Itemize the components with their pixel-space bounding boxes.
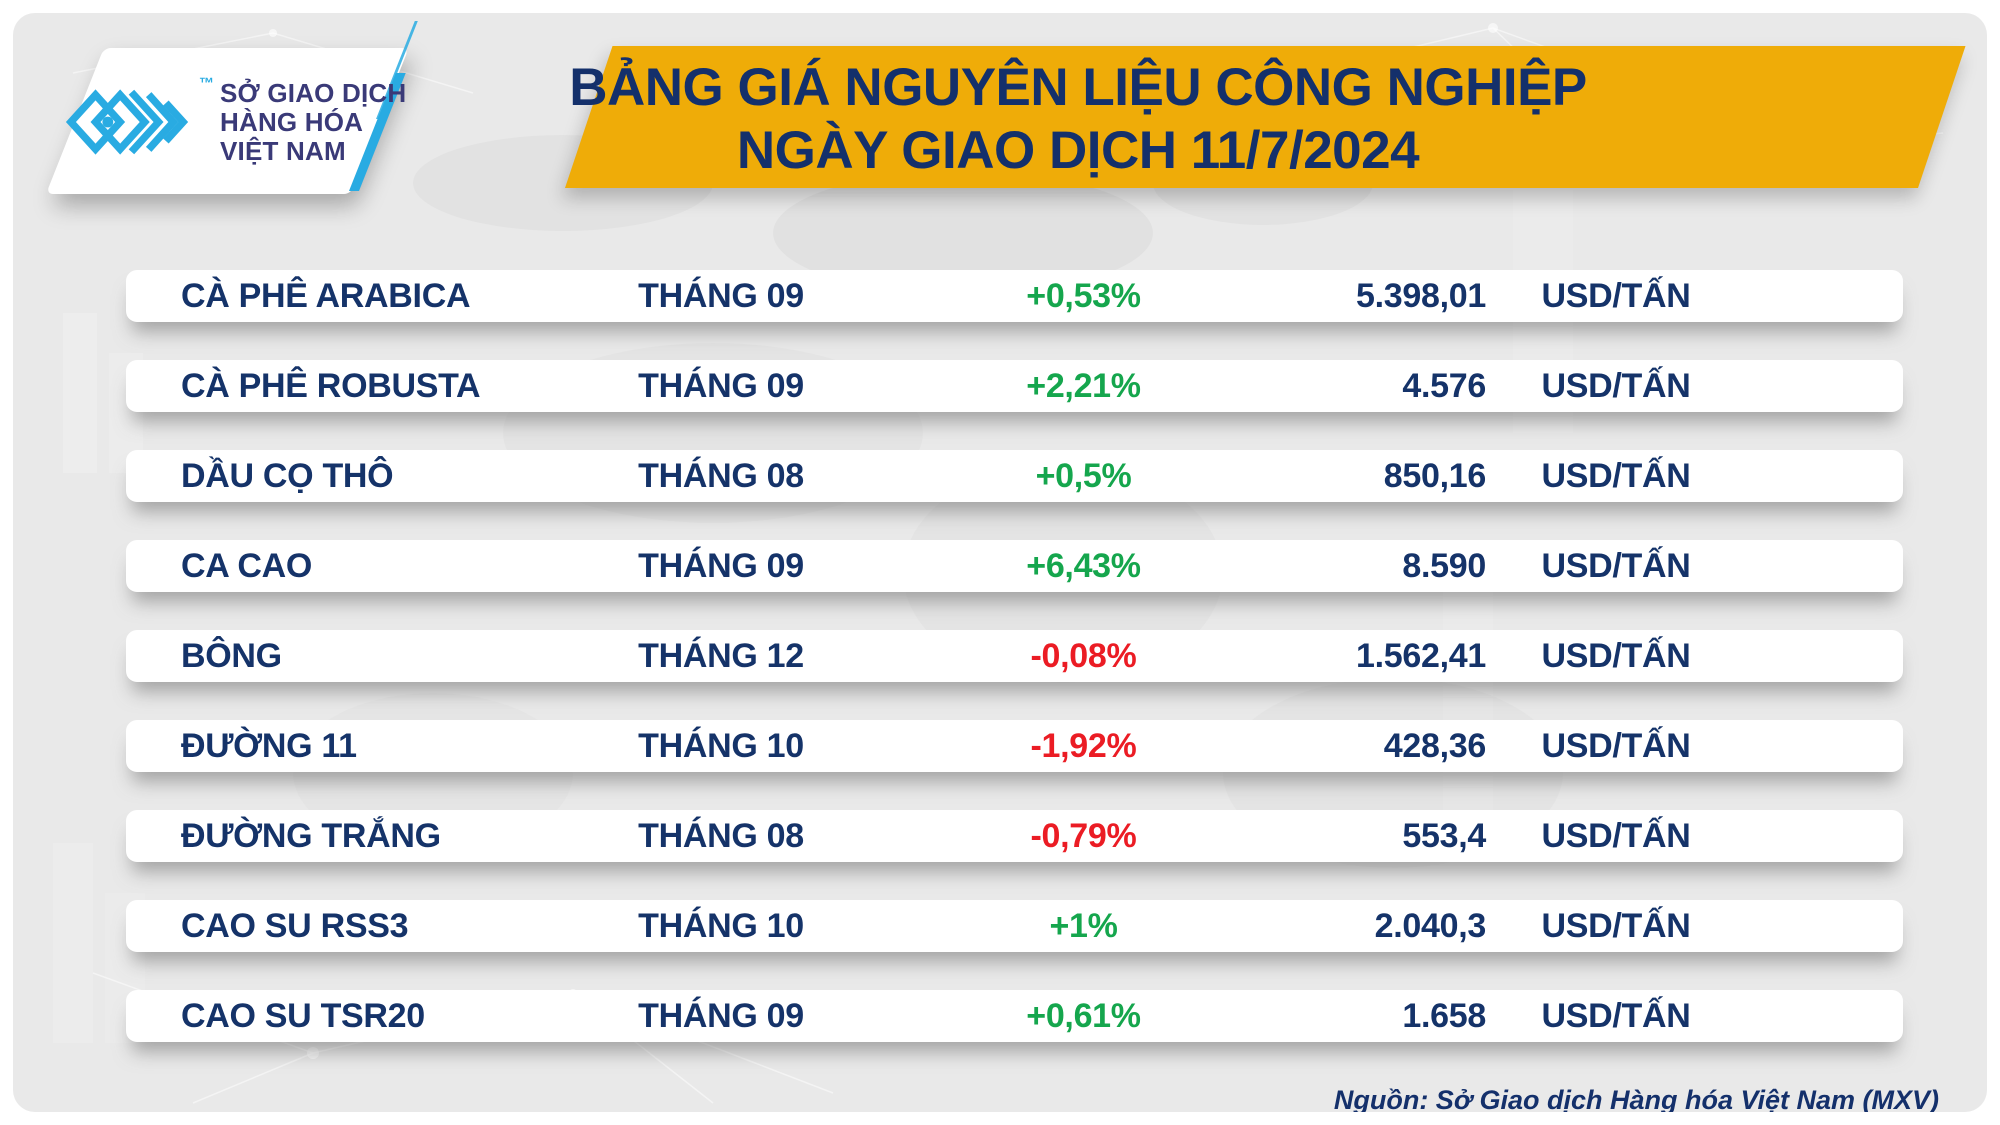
percent-change: -1,92%	[1030, 726, 1137, 765]
percent-change: +6,43%	[1026, 546, 1141, 585]
contract-month: THÁNG 09	[638, 276, 804, 315]
price-value: 428,36	[1383, 726, 1487, 765]
table-row: ĐƯỜNG TRẮNG THÁNG 08 -0,79% 553,4 USD/TẤ…	[126, 810, 1903, 862]
trademark-symbol: ™	[199, 75, 214, 92]
commodity-name: ĐƯỜNG 11	[181, 726, 357, 765]
table-row: CÀ PHÊ ROBUSTA THÁNG 09 +2,21% 4.576 USD…	[126, 360, 1903, 412]
table-row: CAO SU TSR20 THÁNG 09 +0,61% 1.658 USD/T…	[126, 990, 1903, 1042]
price-unit: USD/TẤN	[1541, 546, 1691, 585]
percent-change: -0,08%	[1030, 636, 1137, 675]
table-row: CA CAO THÁNG 09 +6,43% 8.590 USD/TẤN	[126, 540, 1903, 592]
title-line-2: NGÀY GIAO DỊCH 11/7/2024	[736, 121, 1420, 180]
price-unit: USD/TẤN	[1541, 276, 1691, 315]
logo-text-line-2: HÀNG HÓA	[220, 106, 364, 137]
price-value: 2.040,3	[1374, 906, 1487, 945]
price-unit: USD/TẤN	[1541, 906, 1691, 945]
contract-month: THÁNG 10	[638, 726, 804, 765]
contract-month: THÁNG 10	[638, 906, 804, 945]
price-value: 553,4	[1402, 816, 1486, 855]
percent-change: +0,61%	[1026, 996, 1141, 1035]
percent-change: +1%	[1049, 906, 1118, 945]
price-value: 1.658	[1402, 996, 1486, 1035]
commodity-name: DẦU CỌ THÔ	[181, 456, 394, 495]
price-value: 8.590	[1402, 546, 1486, 585]
content-canvas: BẢNG GIÁ NGUYÊN LIỆU CÔNG NGHIỆP NGÀY GI…	[13, 13, 1987, 1112]
commodity-name: ĐƯỜNG TRẮNG	[181, 816, 441, 855]
price-value: 850,16	[1383, 456, 1487, 495]
price-value: 1.562,41	[1356, 636, 1486, 675]
commodity-name: CA CAO	[181, 546, 313, 585]
table-row: CAO SU RSS3 THÁNG 10 +1% 2.040,3 USD/TẤN	[126, 900, 1903, 952]
commodity-name: CÀ PHÊ ARABICA	[181, 276, 471, 315]
price-unit: USD/TẤN	[1541, 726, 1691, 765]
contract-month: THÁNG 09	[638, 366, 804, 405]
percent-change: +0,5%	[1035, 456, 1132, 495]
contract-month: THÁNG 09	[638, 996, 804, 1035]
contract-month: THÁNG 08	[638, 816, 804, 855]
price-value: 4.576	[1402, 366, 1486, 405]
price-unit: USD/TẤN	[1541, 366, 1691, 405]
logo-text-line-1: SỞ GIAO DỊCH	[220, 77, 407, 108]
commodity-name: CAO SU TSR20	[181, 996, 425, 1035]
source-credit: Nguồn: Sở Giao dịch Hàng hóa Việt Nam (M…	[1333, 1085, 1939, 1112]
commodity-name: CÀ PHÊ ROBUSTA	[181, 366, 481, 405]
mxv-logo: ™ SỞ GIAO DỊCH HÀNG HÓA VIỆT NAM	[65, 59, 406, 185]
price-unit: USD/TẤN	[1541, 456, 1691, 495]
logo-org-name: SỞ GIAO DỊCH HÀNG HÓA VIỆT NAM	[220, 77, 407, 166]
price-value: 5.398,01	[1356, 276, 1486, 315]
mxv-chevron-diamonds-icon	[65, 89, 189, 155]
logo-text-line-3: VIỆT NAM	[220, 135, 346, 166]
price-unit: USD/TẤN	[1541, 636, 1691, 675]
table-row: DẦU CỌ THÔ THÁNG 08 +0,5% 850,16 USD/TẤN	[126, 450, 1903, 502]
contract-month: THÁNG 12	[638, 636, 804, 675]
page-title: BẢNG GIÁ NGUYÊN LIỆU CÔNG NGHIỆP NGÀY GI…	[433, 56, 1723, 182]
percent-change: +2,21%	[1026, 366, 1141, 405]
contract-month: THÁNG 09	[638, 546, 804, 585]
percent-change: -0,79%	[1030, 816, 1137, 855]
percent-change: +0,53%	[1026, 276, 1141, 315]
price-unit: USD/TẤN	[1541, 996, 1691, 1035]
table-row: BÔNG THÁNG 12 -0,08% 1.562,41 USD/TẤN	[126, 630, 1903, 682]
price-unit: USD/TẤN	[1541, 816, 1691, 855]
title-line-1: BẢNG GIÁ NGUYÊN LIỆU CÔNG NGHIỆP	[569, 58, 1587, 117]
commodity-name: CAO SU RSS3	[181, 906, 409, 945]
table-row: CÀ PHÊ ARABICA THÁNG 09 +0,53% 5.398,01 …	[126, 270, 1903, 322]
contract-month: THÁNG 08	[638, 456, 804, 495]
table-row: ĐƯỜNG 11 THÁNG 10 -1,92% 428,36 USD/TẤN	[126, 720, 1903, 772]
price-table: CÀ PHÊ ARABICA THÁNG 09 +0,53% 5.398,01 …	[126, 270, 1903, 1080]
commodity-name: BÔNG	[181, 636, 282, 675]
